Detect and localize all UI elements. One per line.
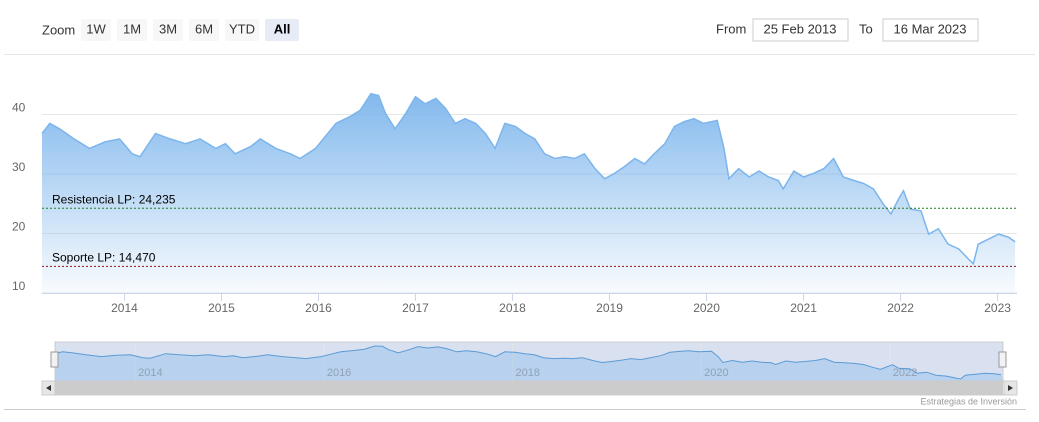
zoom-button-label[interactable]: 6M [195, 21, 213, 36]
x-tick-label: 2017 [402, 301, 429, 315]
plot-line-label: Soporte LP: 14,470 [52, 251, 156, 265]
zoom-button[interactable] [225, 19, 259, 41]
scroll-left-arrow [46, 385, 51, 391]
area-fill [42, 93, 1016, 293]
navigator-tick-label: 2020 [704, 367, 728, 379]
zoom-button[interactable] [117, 19, 147, 41]
navigator-line [54, 345, 1002, 380]
navigator-handle[interactable] [50, 351, 59, 368]
to-label: To [859, 21, 873, 36]
x-tick-label: 2019 [596, 301, 623, 315]
x-tick-label: 2014 [111, 301, 138, 315]
zoom-button[interactable] [153, 19, 183, 41]
zoom-button-label[interactable]: 1W [86, 21, 106, 36]
zoom-label: Zoom [42, 22, 75, 37]
x-tick-label: 2021 [790, 301, 817, 315]
plot-line-label: Resistencia LP: 24,235 [52, 192, 176, 206]
zoom-button-label[interactable]: YTD [229, 21, 255, 36]
x-tick-label: 2018 [499, 301, 526, 315]
zoom-button-label[interactable]: 3M [159, 21, 177, 36]
y-tick-label: 10 [12, 279, 26, 293]
navigator-tick-label: 2016 [327, 367, 351, 379]
toolbar: Zoom From 25 Feb 2013 To 16 Mar 2023 [42, 18, 979, 42]
zoom-button-label[interactable]: All [274, 21, 291, 36]
zoom-button[interactable] [81, 19, 111, 41]
navigator-area [55, 346, 1003, 381]
y-tick-label: 30 [12, 160, 26, 174]
to-value[interactable]: 16 Mar 2023 [894, 21, 967, 36]
zoom-button[interactable] [189, 19, 219, 41]
x-tick-label: 2023 [984, 301, 1011, 315]
from-label: From [716, 21, 746, 36]
to-input[interactable] [882, 18, 979, 42]
x-tick-label: 2020 [693, 301, 720, 315]
from-input[interactable] [752, 18, 849, 42]
y-tick-label: 40 [12, 101, 26, 115]
price-line [41, 92, 1016, 266]
x-tick-label: 2022 [887, 301, 914, 315]
x-tick-label: 2015 [208, 301, 235, 315]
scroll-right-arrow [1008, 385, 1013, 391]
navigator-handle[interactable] [998, 351, 1007, 368]
x-tick-label: 2016 [305, 301, 332, 315]
zoom-button-label[interactable]: 1M [123, 21, 141, 36]
zoom-button[interactable] [265, 19, 299, 41]
from-value[interactable]: 25 Feb 2013 [763, 21, 836, 36]
y-tick-label: 20 [12, 220, 26, 234]
navigator-tick-label: 2018 [515, 367, 539, 379]
navigator-mask [55, 342, 1003, 381]
scrollbar-thumb[interactable] [55, 381, 1003, 395]
credits[interactable]: Estrategias de Inversión [920, 396, 1017, 406]
navigator-tick-label: 2014 [138, 367, 162, 379]
